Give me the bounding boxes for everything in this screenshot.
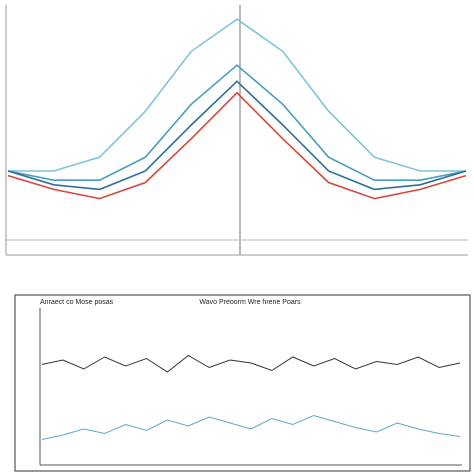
series-line: [7, 64, 467, 181]
series-line: [41, 354, 461, 373]
series-line: [8, 18, 466, 172]
panel-subtitle: Anraect co Mose posas: [40, 299, 114, 306]
series-line: [7, 91, 467, 200]
panel-title: Wavo Preoorm Wre hrene Poars: [199, 299, 301, 306]
series-line: [41, 414, 461, 440]
series-line: [7, 80, 467, 191]
panel-frame: [14, 294, 471, 472]
